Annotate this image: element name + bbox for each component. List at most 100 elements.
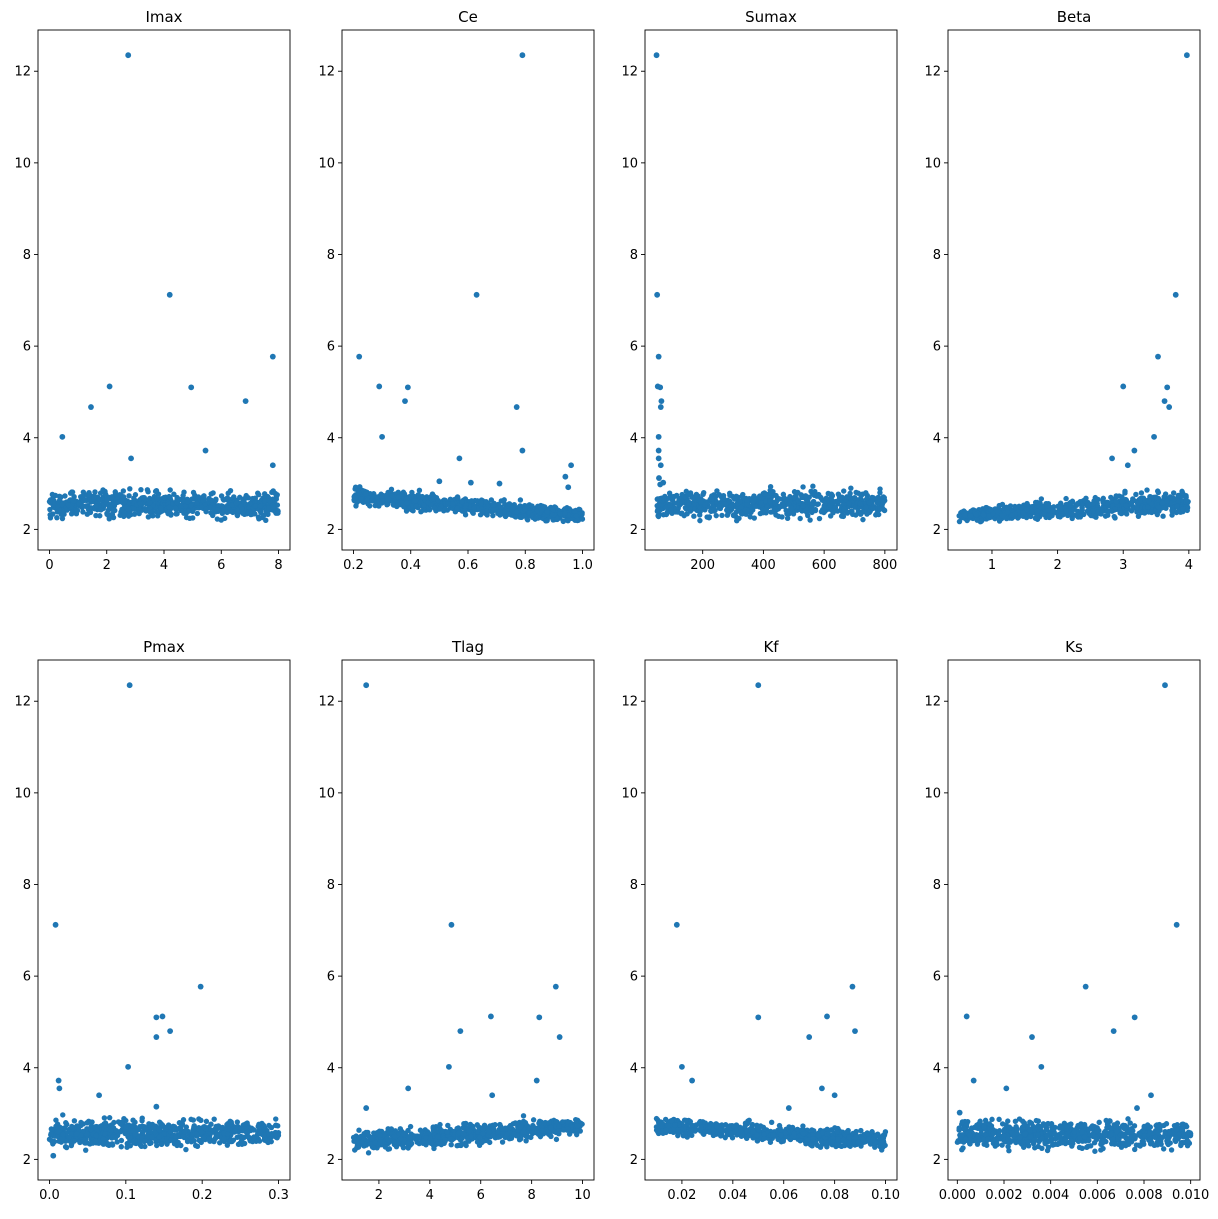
data-point xyxy=(71,1118,78,1124)
data-point xyxy=(257,503,264,509)
data-point xyxy=(218,503,225,509)
data-point xyxy=(562,506,568,512)
data-point xyxy=(1038,496,1045,502)
y-tick-label: 12 xyxy=(14,65,31,80)
data-point xyxy=(400,1131,407,1137)
data-point xyxy=(118,1144,124,1150)
y-tick-label: 10 xyxy=(621,786,638,801)
data-point xyxy=(55,1128,62,1135)
data-point xyxy=(147,1129,153,1135)
data-point xyxy=(114,492,120,498)
data-point xyxy=(719,512,725,519)
outlier-point xyxy=(159,1013,166,1020)
data-point xyxy=(363,491,369,497)
data-point xyxy=(857,511,864,517)
y-tick-label: 10 xyxy=(924,156,941,171)
data-point xyxy=(1065,501,1072,507)
data-point xyxy=(549,506,556,513)
axes-frame xyxy=(341,659,595,1181)
data-point xyxy=(863,490,869,496)
data-point xyxy=(467,1121,474,1128)
data-point xyxy=(709,496,715,502)
data-point xyxy=(445,501,451,507)
outlier-point xyxy=(126,682,133,689)
axes-frame xyxy=(37,659,291,1181)
data-point xyxy=(63,1120,69,1126)
data-point xyxy=(210,490,216,496)
data-point xyxy=(1108,494,1114,501)
y-tick-label: 2 xyxy=(630,523,638,538)
data-point xyxy=(576,506,582,513)
data-point xyxy=(1077,513,1083,520)
data-point xyxy=(800,503,806,509)
data-point xyxy=(802,493,809,499)
x-tick-label: 1 xyxy=(988,558,996,573)
data-point xyxy=(195,494,202,500)
data-point xyxy=(579,1121,585,1127)
data-point xyxy=(752,503,759,509)
data-point xyxy=(416,487,423,494)
data-point xyxy=(144,487,151,493)
data-point xyxy=(60,1131,66,1138)
data-point xyxy=(155,513,161,519)
data-point xyxy=(405,1140,411,1146)
outlier-point xyxy=(166,291,173,298)
data-point xyxy=(530,1125,536,1131)
data-point xyxy=(996,518,1003,524)
data-point xyxy=(700,491,706,498)
data-point xyxy=(240,510,246,516)
data-point xyxy=(142,1138,148,1144)
data-point xyxy=(517,1123,524,1130)
data-point xyxy=(110,514,117,521)
data-point xyxy=(80,509,86,515)
data-point xyxy=(130,1128,136,1134)
data-point xyxy=(877,486,883,492)
data-point xyxy=(110,507,117,513)
x-tick-label: 6 xyxy=(217,558,225,573)
data-point xyxy=(425,499,431,506)
data-point xyxy=(181,1128,188,1135)
data-point xyxy=(738,504,744,511)
data-point xyxy=(745,508,751,515)
data-point xyxy=(471,505,477,511)
data-point xyxy=(212,497,219,504)
data-point xyxy=(210,512,216,519)
data-point xyxy=(238,1133,244,1140)
data-point xyxy=(559,1119,566,1125)
data-point xyxy=(504,1131,510,1138)
data-point xyxy=(486,1129,492,1135)
x-tick-label: 0.08 xyxy=(820,1188,849,1203)
data-point xyxy=(1063,495,1069,502)
y-tick-label: 2 xyxy=(327,523,335,538)
data-point xyxy=(154,496,160,502)
data-point xyxy=(53,1117,59,1123)
x-tick-label: 0.02 xyxy=(667,1188,696,1203)
data-point xyxy=(97,496,103,503)
data-point xyxy=(399,491,405,497)
data-point xyxy=(655,507,661,513)
data-point xyxy=(74,507,81,514)
data-point xyxy=(82,1147,89,1153)
data-point xyxy=(1003,515,1010,522)
data-point xyxy=(273,1122,279,1128)
data-point xyxy=(270,504,276,511)
data-point xyxy=(216,1140,223,1146)
data-point xyxy=(999,501,1006,508)
data-point xyxy=(518,514,525,521)
x-tick-label: 200 xyxy=(690,558,715,573)
data-point xyxy=(234,512,241,519)
data-point xyxy=(166,504,172,510)
data-point xyxy=(1155,489,1162,496)
outlier-point xyxy=(379,433,385,440)
outlier-point xyxy=(488,1013,494,1020)
y-tick-label: 6 xyxy=(630,340,638,355)
data-point xyxy=(273,1116,279,1122)
data-point xyxy=(384,501,390,508)
data-point xyxy=(1034,514,1040,520)
data-point xyxy=(1020,509,1026,516)
data-point xyxy=(179,1119,185,1126)
data-point xyxy=(48,1131,54,1137)
